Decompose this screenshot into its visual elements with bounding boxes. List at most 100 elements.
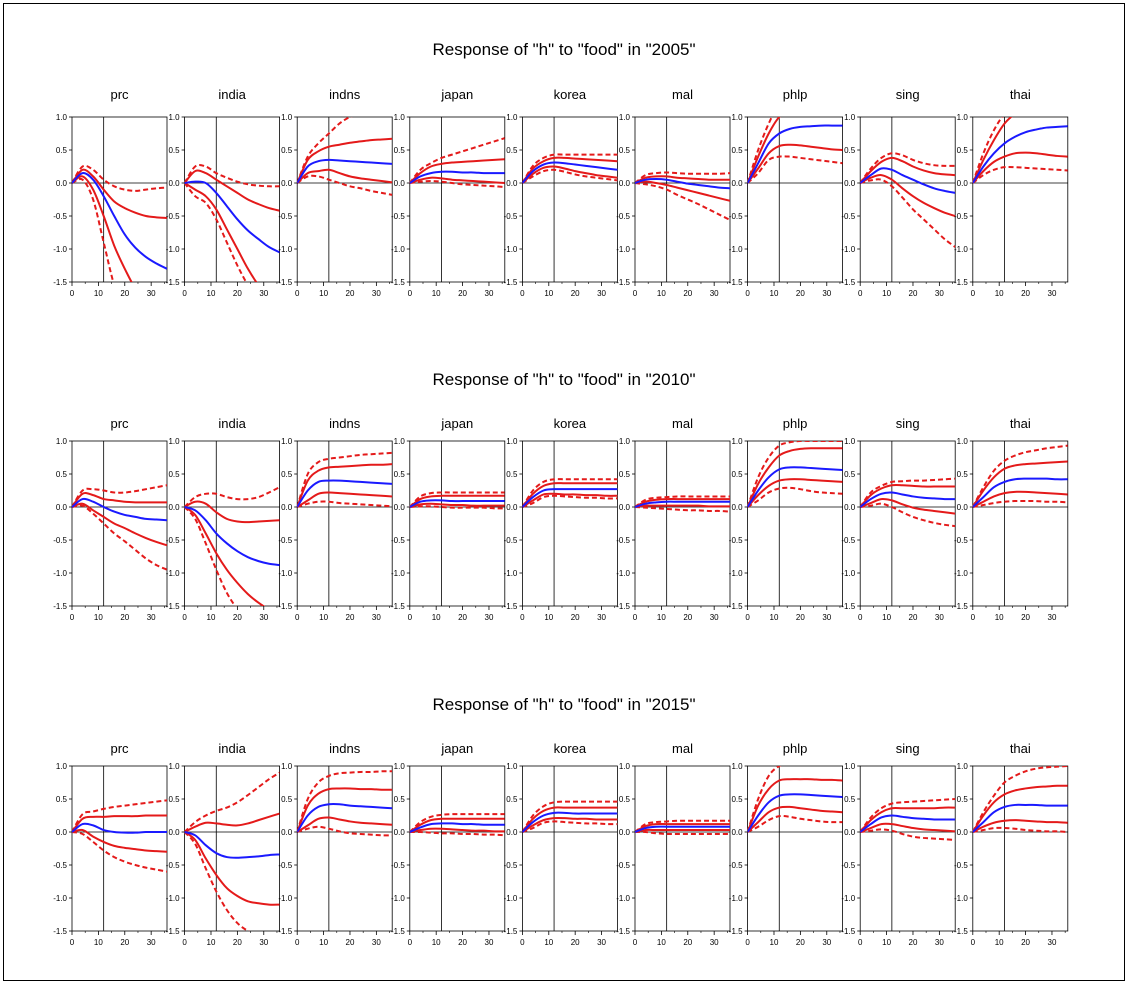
panel-india: india 1.0 0.5 0.0 -0.5 -1.0 -1.50 10 20 30 [166,741,281,947]
y-tick-label: -1.0 [504,245,518,254]
y-tick-label: -1.0 [954,245,968,254]
row-title: Response of "h" to "food" in "2015" [432,695,695,714]
median-response-line [522,488,618,508]
x-tick-label: 0 [745,613,750,622]
row-title: Response of "h" to "food" in "2010" [432,370,695,389]
y-tick-label: 0.0 [281,503,293,512]
y-tick-label: -1.0 [391,894,405,903]
plot-frame [634,116,731,283]
outer-lower-band-line [184,506,237,606]
inner-upper-band-line [972,784,1068,833]
outer-lower-band-line [972,500,1068,508]
y-tick-label: -0.5 [729,536,743,545]
inner-lower-band-line [409,827,505,833]
inner-upper-band-line [184,169,280,212]
inner-upper-band-line [747,778,843,833]
inner-lower-band-line [747,143,843,184]
plot-frame [71,440,168,607]
y-tick-label: -0.5 [278,536,292,545]
y-tick-label: 0.5 [56,146,68,155]
series-lines [972,117,1068,184]
y-tick-label: -1.0 [166,569,180,578]
outer-lower-band-line [72,831,167,873]
y-tick-label: -1.0 [954,894,968,903]
plot-frame [71,116,168,283]
median-response-line [184,831,280,859]
x-tick-label: 20 [1021,938,1030,947]
x-tick-label: 30 [710,613,719,622]
plot-frame [296,116,393,283]
plot-frame [522,440,618,607]
x-tick-label: 30 [597,938,606,947]
y-tick-label: 0.0 [506,828,518,837]
y-tick-label: -0.5 [504,212,518,221]
x-tick-label: 0 [295,613,300,622]
panel-title: thai [1010,416,1031,431]
x-tick-label: 20 [346,938,355,947]
plot-frame [409,116,506,283]
y-tick-label: -1.0 [278,569,292,578]
x-tick-label: 0 [182,613,187,622]
y-tick-label: 0.5 [506,470,518,479]
panel-title: phlp [783,741,808,756]
outer-lower-band-line [972,826,1068,833]
x-tick-label: 0 [70,289,75,298]
y-tick-label: 0.5 [394,470,406,479]
series-lines [522,478,618,508]
y-tick-label: -0.5 [53,212,67,221]
y-tick-label: 0.0 [619,503,631,512]
inner-lower-band-line [297,816,393,833]
y-tick-label: -1.5 [278,602,292,611]
panel-prc: prc 1.0 0.5 0.0 -0.5 -1.0 -1.50 10 20 30 [53,416,168,622]
outer-upper-band-line [635,171,730,184]
y-tick-label: 0.5 [506,795,518,804]
panel-phlp: phlp 1.0 0.5 0.0 -0.5 -1.0 -1.50 10 20 30 [729,87,843,298]
median-response-line [747,793,843,833]
x-tick-label: 30 [597,613,606,622]
plot-frame [859,116,956,283]
y-tick-label: -1.0 [729,569,743,578]
outer-lower-band-line [860,828,956,841]
x-tick-label: 10 [544,938,553,947]
panel-title: prc [110,416,129,431]
inner-upper-band-line [635,175,730,184]
y-tick-label: -1.5 [278,927,292,936]
panel-prc: prc 1.0 0.5 0.0 -0.5 -1.0 -1.50 10 20 30 [53,741,168,947]
y-tick-label: -0.5 [53,536,67,545]
y-tick-label: -0.5 [53,861,67,870]
panel-japan: japan 1.0 0.5 0.0 -0.5 -1.0 -1.50 10 20 30 [391,741,506,947]
y-tick-label: 1.0 [844,762,856,771]
y-tick-label: 0.0 [957,828,969,837]
plot-frame [71,765,168,932]
x-tick-label: 0 [633,289,638,298]
y-tick-label: 1.0 [731,762,743,771]
x-tick-label: 0 [971,289,976,298]
x-tick-label: 30 [1048,613,1057,622]
y-tick-label: 1.0 [281,437,293,446]
series-lines [860,798,956,841]
x-tick-label: 20 [1021,613,1030,622]
x-tick-label: 10 [207,938,216,947]
y-tick-label: 0.0 [619,828,631,837]
inner-upper-band-line [747,447,843,508]
x-tick-label: 10 [770,613,779,622]
y-tick-label: -0.5 [391,861,405,870]
median-response-line [747,466,843,508]
x-tick-label: 0 [858,289,863,298]
series-lines [409,137,505,188]
outer-upper-band-line [747,441,843,508]
outer-upper-band-line [972,444,1068,508]
y-tick-label: 0.0 [281,179,293,188]
median-response-line [522,811,618,833]
inner-upper-band-line [860,156,956,184]
panel-title: sing [896,87,920,102]
y-tick-label: -0.5 [166,536,180,545]
median-response-line [747,124,843,184]
inner-lower-band-line [72,828,167,853]
y-tick-label: 0.0 [731,179,743,188]
y-tick-label: 1.0 [844,437,856,446]
x-tick-label: 30 [935,613,944,622]
x-tick-label: 0 [633,938,638,947]
x-tick-label: 30 [822,289,831,298]
outer-upper-band-line [409,813,505,833]
